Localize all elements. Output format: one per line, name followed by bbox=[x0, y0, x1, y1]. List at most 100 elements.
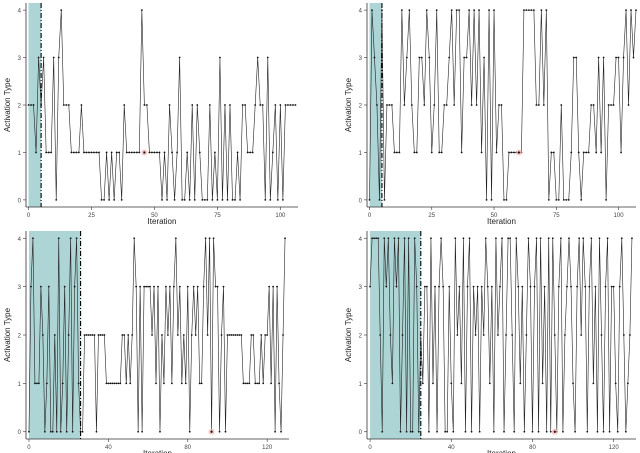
data-point bbox=[139, 285, 142, 288]
data-point bbox=[202, 285, 205, 288]
data-point bbox=[181, 198, 184, 201]
data-point bbox=[103, 198, 105, 201]
data-point bbox=[242, 382, 245, 385]
x-tick-label: 50 bbox=[151, 213, 158, 219]
x-tick-label: 0 bbox=[368, 213, 372, 219]
data-point bbox=[42, 56, 45, 59]
data-point bbox=[178, 285, 181, 288]
data-point bbox=[28, 430, 30, 433]
data-point bbox=[542, 104, 545, 106]
data-point bbox=[194, 334, 197, 336]
data-point bbox=[600, 151, 603, 154]
chart-panel-bottom-left: 0123404080120IterationActivation Type bbox=[3, 231, 289, 453]
data-point bbox=[113, 198, 116, 201]
data-point bbox=[458, 9, 461, 12]
data-point bbox=[492, 430, 495, 433]
data-point bbox=[59, 430, 62, 433]
data-point bbox=[121, 334, 124, 336]
data-point bbox=[45, 151, 48, 154]
y-tick-label: 2 bbox=[18, 334, 22, 340]
data-point bbox=[287, 104, 289, 106]
data-point bbox=[407, 237, 410, 240]
data-point bbox=[519, 382, 522, 385]
data-point bbox=[151, 151, 153, 154]
data-point bbox=[452, 430, 455, 433]
data-point bbox=[254, 104, 257, 106]
data-point bbox=[527, 237, 530, 240]
y-tick-label: 3 bbox=[18, 56, 22, 62]
data-point bbox=[57, 237, 60, 240]
y-axis-label: Activation Type bbox=[344, 77, 353, 132]
data-point bbox=[259, 104, 262, 106]
data-point bbox=[204, 237, 207, 240]
data-point bbox=[379, 334, 382, 336]
data-point bbox=[490, 285, 493, 288]
data-point bbox=[462, 237, 465, 240]
data-point bbox=[166, 198, 168, 201]
data-point bbox=[454, 237, 457, 240]
data-point bbox=[183, 198, 186, 201]
data-point bbox=[125, 151, 128, 154]
chart-panel-top-right: 0 1 2 3 4 0 25 50 75 100 Iteration Activation Type bbox=[344, 3, 637, 226]
data-point bbox=[630, 9, 632, 12]
data-point bbox=[133, 151, 136, 154]
data-point bbox=[188, 430, 191, 433]
data-point bbox=[272, 285, 275, 288]
data-point bbox=[53, 334, 56, 336]
data-point bbox=[70, 151, 73, 154]
y-tick-label: 0 bbox=[18, 198, 22, 204]
y-tick-label: 2 bbox=[359, 104, 363, 110]
x-tick-label: 120 bbox=[609, 445, 620, 451]
data-point bbox=[244, 382, 247, 385]
data-point bbox=[284, 104, 287, 106]
data-point bbox=[595, 151, 598, 154]
data-point bbox=[425, 9, 428, 12]
data-point bbox=[442, 285, 445, 288]
data-point bbox=[612, 104, 615, 106]
data-point bbox=[509, 237, 512, 240]
data-point bbox=[118, 151, 121, 154]
data-point bbox=[270, 382, 273, 385]
data-point bbox=[549, 430, 552, 433]
data-point bbox=[266, 56, 269, 59]
data-point bbox=[468, 237, 471, 240]
data-point bbox=[57, 56, 60, 59]
data-point bbox=[135, 285, 138, 288]
y-axis-label: Activation Type bbox=[344, 307, 353, 362]
data-point bbox=[206, 198, 209, 201]
data-point bbox=[521, 285, 524, 288]
data-point bbox=[618, 285, 621, 288]
data-point bbox=[580, 198, 583, 201]
data-point bbox=[200, 382, 203, 385]
data-point bbox=[85, 151, 88, 154]
data-point bbox=[85, 334, 88, 336]
data-point bbox=[65, 430, 68, 433]
data-point bbox=[236, 151, 239, 154]
chart-panel-bottom-right: 0123404080120IterationActivation Type bbox=[344, 231, 636, 453]
data-point bbox=[533, 285, 536, 288]
data-point bbox=[444, 430, 447, 433]
data-point bbox=[417, 430, 420, 433]
data-point bbox=[268, 285, 271, 288]
data-point bbox=[540, 9, 543, 12]
data-point bbox=[110, 151, 113, 154]
data-point bbox=[174, 237, 177, 240]
data-point bbox=[213, 151, 216, 154]
data-point bbox=[605, 198, 608, 201]
data-point bbox=[428, 430, 430, 433]
data-point bbox=[188, 198, 191, 201]
data-point bbox=[625, 9, 627, 12]
data-point bbox=[250, 334, 253, 336]
data-point bbox=[52, 56, 55, 59]
data-point bbox=[537, 430, 540, 433]
data-point bbox=[71, 430, 74, 433]
data-point bbox=[240, 334, 243, 336]
data-point bbox=[503, 430, 505, 433]
data-point bbox=[274, 104, 277, 106]
data-point bbox=[284, 237, 286, 240]
data-point bbox=[27, 104, 30, 106]
data-point bbox=[218, 430, 221, 433]
data-point bbox=[216, 198, 219, 201]
data-point bbox=[375, 237, 378, 240]
data-point bbox=[391, 382, 394, 385]
